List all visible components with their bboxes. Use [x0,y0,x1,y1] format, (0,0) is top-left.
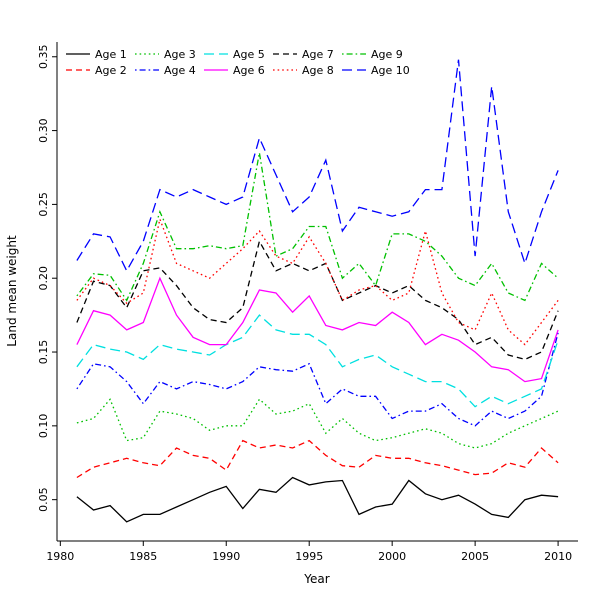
legend-label-age-10: Age 10 [371,64,410,77]
legend-label-age-3: Age 3 [164,48,196,61]
x-tick-label: 2010 [544,550,572,563]
legend-label-age-6: Age 6 [233,64,265,77]
plot-dynamic-layer: 1980 1985 1990 1995 2000 2005 2010 0.05 0.10 0.15… [37,42,578,563]
series-line-age-2 [76,439,559,479]
y-tick-label: 0.25 [37,192,50,217]
x-tick-label: 1985 [129,550,157,563]
series-line-age-8 [76,216,559,346]
y-tick-label: 0.15 [37,340,50,365]
y-tick-label: 0.05 [37,487,50,512]
legend-label-age-9: Age 9 [371,48,403,61]
y-axis-title: Land mean weight [5,235,19,347]
series-line-age-10 [76,59,559,273]
series-line-age-1 [76,476,559,523]
series-line-age-9 [76,152,559,302]
legend-label-age-2: Age 2 [95,64,127,77]
x-tick-label: 1995 [295,550,323,563]
y-tick-label: 0.20 [37,266,50,291]
legend-label-age-8: Age 8 [302,64,334,77]
y-tick-label: 0.10 [37,414,50,439]
series-line-age-4 [76,332,559,427]
x-tick-label: 2000 [378,550,406,563]
x-tick-label: 2005 [461,550,489,563]
x-tick-label: 1980 [46,550,74,563]
x-axis-title: Year [303,572,329,586]
y-tick-label: 0.30 [37,118,50,143]
series-line-age-3 [76,398,559,449]
series-line-age-6 [76,276,559,383]
legend-label-age-4: Age 4 [164,64,196,77]
series-line-age-7 [76,239,559,361]
legend-label-age-1: Age 1 [95,48,127,61]
series-line-age-5 [76,314,559,408]
legend-label-age-7: Age 7 [302,48,334,61]
y-tick-label: 0.35 [37,45,50,70]
x-tick-label: 1990 [212,550,240,563]
legend-label-age-5: Age 5 [233,48,265,61]
